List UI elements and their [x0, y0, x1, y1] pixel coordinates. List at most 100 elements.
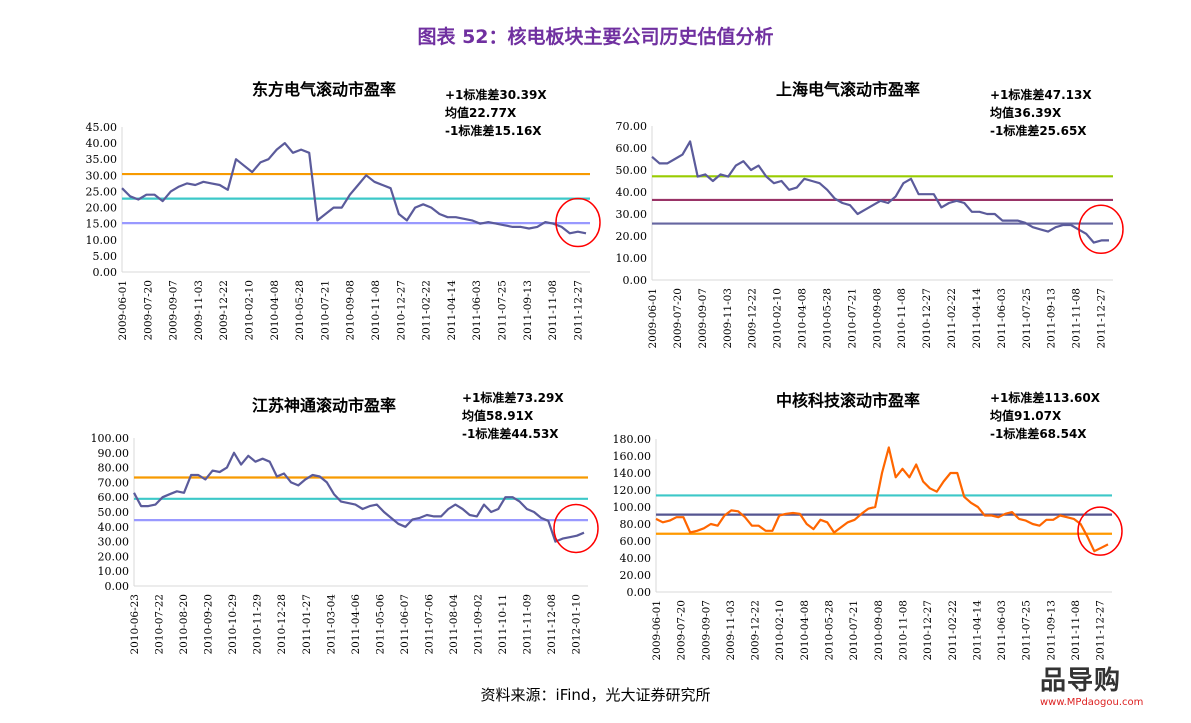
- chart-1-annotations: +1标准差30.39X 均值22.77X -1标准差15.16X: [445, 86, 547, 140]
- x-tick-label: 2009-12-22: [218, 280, 230, 341]
- x-tick-label: 2011-06-03: [996, 600, 1008, 661]
- x-tick-label: 2011-10-11: [497, 594, 509, 655]
- x-tick-label: 2011-09-13: [522, 280, 534, 341]
- chart-4-annotations: +1标准差113.60X 均值91.07X -1标准差68.54X: [990, 389, 1100, 443]
- x-tick-label: 2011-04-14: [971, 600, 983, 661]
- y-tick-label: 100.00: [613, 501, 652, 514]
- x-tick-label: 2011-03-04: [325, 594, 337, 655]
- x-tick-label: 2011-02-22: [946, 288, 958, 349]
- y-tick-label: 35.00: [86, 153, 118, 166]
- chart-4: 0.00 20.00 40.00 60.00 80.00 100.00 120.00 140.…: [613, 433, 1123, 661]
- y-tick-label: 30.00: [98, 536, 130, 549]
- x-tick-label: 2009-12-22: [750, 600, 762, 661]
- x-tick-label: 2010-09-20: [203, 594, 215, 655]
- x-tick-label: 2011-12-27: [1096, 288, 1108, 349]
- x-tick-label: 2011-06-07: [399, 594, 411, 655]
- chart-3-title: 江苏神通滚动市盈率: [252, 396, 397, 415]
- x-tick-label: 2011-07-25: [496, 280, 508, 341]
- y-tick-label: 60.00: [620, 535, 652, 548]
- y-tick-label: 40.00: [616, 186, 648, 199]
- y-tick-label: 70.00: [616, 120, 648, 133]
- y-tick-label: 40.00: [620, 552, 652, 565]
- x-tick-label: 2009-11-03: [722, 288, 734, 349]
- x-tick-label: 2010-11-08: [370, 280, 382, 341]
- y-tick-label: 50.00: [616, 164, 648, 177]
- x-tick-label: 2010-12-28: [276, 594, 288, 655]
- x-tick-label: 2011-04-14: [971, 288, 983, 349]
- x-tick-label: 2011-09-02: [473, 594, 485, 655]
- x-tick-label: 2010-10-29: [227, 594, 239, 655]
- x-tick-label: 2010-11-08: [896, 288, 908, 349]
- y-tick-label: 30.00: [86, 169, 118, 182]
- mean-label: 均值36.39X: [990, 106, 1062, 120]
- x-tick-label: 2011-04-14: [446, 280, 458, 341]
- x-tick-label: 2011-11-08: [1070, 600, 1082, 661]
- x-tick-label: 2011-06-03: [996, 288, 1008, 349]
- x-tick-label: 2011-02-22: [947, 600, 959, 661]
- minus-std-label: -1标准差44.53X: [462, 427, 559, 441]
- plus-std-label: +1标准差113.60X: [990, 391, 1100, 405]
- x-tick-label: 2009-06-01: [117, 280, 129, 341]
- x-tick-label: 2010-05-28: [821, 288, 833, 349]
- x-tick-label: 2010-12-27: [922, 600, 934, 661]
- x-tick-label: 2010-05-28: [824, 600, 836, 661]
- watermark: 品导购 www.MPdaogou.com: [1040, 660, 1143, 708]
- watermark-url: www.MPdaogou.com: [1040, 697, 1144, 708]
- minus-std-label: -1标准差25.65X: [990, 124, 1087, 138]
- y-tick-label: 25.00: [86, 185, 118, 198]
- y-tick-label: 10.00: [616, 252, 648, 265]
- x-tick-label: 2011-05-06: [374, 594, 386, 655]
- y-tick-label: 20.00: [616, 230, 648, 243]
- mean-label: 均值91.07X: [990, 409, 1062, 423]
- x-tick-label: 2009-09-07: [168, 280, 180, 341]
- y-tick-label: 20.00: [86, 202, 118, 215]
- x-tick-label: 2010-07-21: [319, 280, 331, 341]
- y-tick-label: 15.00: [86, 218, 118, 231]
- x-tick-label: 2011-11-08: [547, 280, 559, 341]
- x-tick-label: 2010-04-08: [269, 280, 281, 341]
- mean-label: 均值58.91X: [462, 409, 534, 423]
- chart-2: 0.00 10.00 20.00 30.00 40.00 50.00 60.00 70.00 2…: [616, 120, 1124, 349]
- y-tick-label: 20.00: [620, 569, 652, 582]
- plus-std-label: +1标准差30.39X: [445, 88, 547, 102]
- pe-series-line: [121, 142, 587, 235]
- x-tick-label: 2009-11-03: [193, 280, 205, 341]
- y-tick-label: 0.00: [623, 274, 648, 287]
- y-tick-label: 20.00: [98, 550, 130, 563]
- watermark-logo: 品导购: [1040, 666, 1122, 696]
- source-note: 资料来源：iFind，光大证券研究所: [480, 686, 711, 704]
- highlight-circle: [1078, 204, 1124, 255]
- x-tick-label: 2010-09-08: [873, 600, 885, 661]
- x-tick-label: 2011-07-25: [1021, 288, 1033, 349]
- x-tick-label: 2010-07-21: [848, 600, 860, 661]
- y-tick-label: 10.00: [98, 565, 130, 578]
- y-tick-label: 45.00: [86, 121, 118, 134]
- chart-2-title: 上海电气滚动市盈率: [776, 80, 921, 99]
- highlight-circle: [555, 197, 601, 248]
- chart-1: 0.00 5.00 10.00 15.00 20.00 25.00 30.00 35.00 40…: [86, 121, 601, 341]
- x-tick-label: 2011-02-22: [421, 280, 433, 341]
- x-tick-label: 2010-09-08: [871, 288, 883, 349]
- y-tick-label: 140.00: [613, 467, 652, 480]
- x-tick-label: 2010-12-27: [921, 288, 933, 349]
- y-tick-label: 60.00: [98, 491, 130, 504]
- x-tick-label: 2010-08-20: [178, 594, 190, 655]
- x-tick-label: 2010-12-27: [395, 280, 407, 341]
- x-tick-label: 2011-07-25: [1021, 600, 1033, 661]
- y-tick-label: 40.00: [86, 137, 118, 150]
- x-tick-label: 2011-09-13: [1046, 288, 1058, 349]
- pe-series-line: [133, 451, 585, 543]
- y-tick-label: 0.00: [105, 580, 130, 593]
- x-tick-label: 2011-12-27: [1095, 600, 1107, 661]
- x-tick-label: 2010-02-10: [243, 280, 255, 341]
- chart-4-title: 中核科技滚动市盈率: [776, 391, 921, 410]
- chart-2-annotations: +1标准差47.13X 均值36.39X -1标准差25.65X: [990, 86, 1092, 140]
- x-tick-label: 2009-07-20: [672, 288, 684, 349]
- x-tick-label: 2009-09-07: [697, 288, 709, 349]
- mean-label: 均值22.77X: [445, 106, 517, 120]
- y-tick-label: 80.00: [98, 462, 130, 475]
- y-tick-label: 60.00: [616, 142, 648, 155]
- x-tick-label: 2012-01-10: [571, 594, 583, 655]
